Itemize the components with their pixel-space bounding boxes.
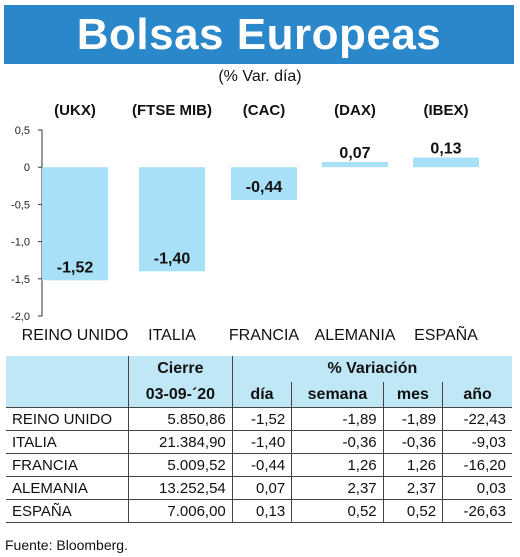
- source-note: Fuente: Bloomberg.: [5, 537, 128, 553]
- row-anio: -26,63: [442, 499, 512, 523]
- row-anio: 0,03: [442, 476, 512, 500]
- data-label: -1,40: [154, 250, 191, 267]
- data-label: -0,44: [246, 179, 283, 196]
- row-name: ESPAÑA: [12, 502, 72, 520]
- bar: [139, 167, 205, 272]
- header-variacion: % Variación: [231, 356, 512, 382]
- ticker-label: (DAX): [334, 102, 376, 119]
- category-label: ALEMANIA: [315, 327, 396, 344]
- bar: [413, 157, 479, 168]
- header-mes: mes: [382, 382, 443, 408]
- category-label: REINO UNIDO: [22, 327, 129, 344]
- table-row: FRANCIA 5.009,52 -0,44 1,26 1,26 -16,20: [6, 453, 512, 477]
- row-mes: 1,26: [382, 453, 443, 477]
- category-label: FRANCIA: [229, 327, 300, 344]
- header-semana: semana: [291, 382, 384, 408]
- table-header-row-1: Cierre % Variación: [6, 356, 512, 382]
- table-row: ESPAÑA 7.006,00 0,13 0,52 0,52 -26,63: [6, 499, 512, 523]
- row-mes: -0,36: [382, 430, 443, 454]
- category-label: ITALIA: [148, 327, 196, 344]
- row-semana: -1,89: [291, 407, 384, 431]
- y-tick-label: 0: [24, 162, 30, 174]
- category-label: ESPAÑA: [414, 324, 478, 344]
- table-row: ITALIA 21.384,90 -1,40 -0,36 -0,36 -9,03: [6, 430, 512, 454]
- row-semana: -0,36: [291, 430, 384, 454]
- data-label: 0,07: [339, 145, 370, 162]
- index-table: Cierre % Variación 03-09-´20 día semana …: [6, 356, 512, 523]
- y-tick-label: -0,5: [11, 199, 30, 211]
- row-name: REINO UNIDO: [12, 410, 113, 428]
- bar-chart: 0,5 0 -0,5 -1,0 -1,5 -2,0 -1,52 (UKX) REINO UNID…: [11, 102, 479, 344]
- y-tick-label: -1,0: [11, 237, 30, 249]
- y-tick-label: -2,0: [11, 311, 30, 323]
- ticker-label: (FTSE MIB): [132, 102, 212, 119]
- y-tick-label: 0,5: [15, 125, 30, 137]
- header-date: 03-09-´20: [128, 382, 233, 408]
- header-cierre: Cierre: [128, 356, 233, 382]
- data-label: 0,13: [430, 141, 461, 158]
- row-cierre: 7.006,00: [128, 499, 233, 523]
- row-name: ITALIA: [12, 433, 57, 451]
- row-semana: 0,52: [291, 499, 384, 523]
- row-cierre: 5.850,86: [128, 407, 233, 431]
- row-dia: 0,07: [231, 476, 292, 500]
- bar: [231, 167, 297, 200]
- row-cierre: 13.252,54: [128, 476, 233, 500]
- ticker-label: (CAC): [243, 102, 286, 119]
- row-dia: -0,44: [231, 453, 292, 477]
- row-cierre: 21.384,90: [128, 430, 233, 454]
- row-mes: 0,52: [382, 499, 443, 523]
- row-cierre: 5.009,52: [128, 453, 233, 477]
- row-dia: 0,13: [231, 499, 292, 523]
- row-anio: -22,43: [442, 407, 512, 431]
- header-anio: año: [442, 382, 512, 408]
- row-name: ALEMANIA: [12, 479, 88, 497]
- chart-subtitle: (% Var. día): [218, 68, 302, 85]
- row-dia: -1,52: [231, 407, 292, 431]
- table-row: REINO UNIDO 5.850,86 -1,52 -1,89 -1,89 -…: [6, 407, 512, 431]
- title-banner: Bolsas Europeas: [4, 5, 514, 64]
- row-anio: -16,20: [442, 453, 512, 477]
- row-semana: 2,37: [291, 476, 384, 500]
- y-tick-label: -1,5: [11, 274, 30, 286]
- page-title: Bolsas Europeas: [76, 9, 442, 59]
- data-label: -1,52: [57, 259, 94, 276]
- header-dia: día: [231, 382, 292, 408]
- bar: [322, 161, 388, 168]
- table-row: ALEMANIA 13.252,54 0,07 2,37 2,37 0,03: [6, 476, 512, 500]
- row-anio: -9,03: [442, 430, 512, 454]
- row-mes: 2,37: [382, 476, 443, 500]
- row-dia: -1,40: [231, 430, 292, 454]
- bar: [42, 167, 108, 281]
- table-header-row-2: 03-09-´20 día semana mes año: [6, 382, 512, 408]
- ticker-label: (IBEX): [424, 102, 469, 119]
- ticker-label: (UKX): [54, 102, 96, 119]
- row-name: FRANCIA: [12, 456, 78, 474]
- row-semana: 1,26: [291, 453, 384, 477]
- row-mes: -1,89: [382, 407, 443, 431]
